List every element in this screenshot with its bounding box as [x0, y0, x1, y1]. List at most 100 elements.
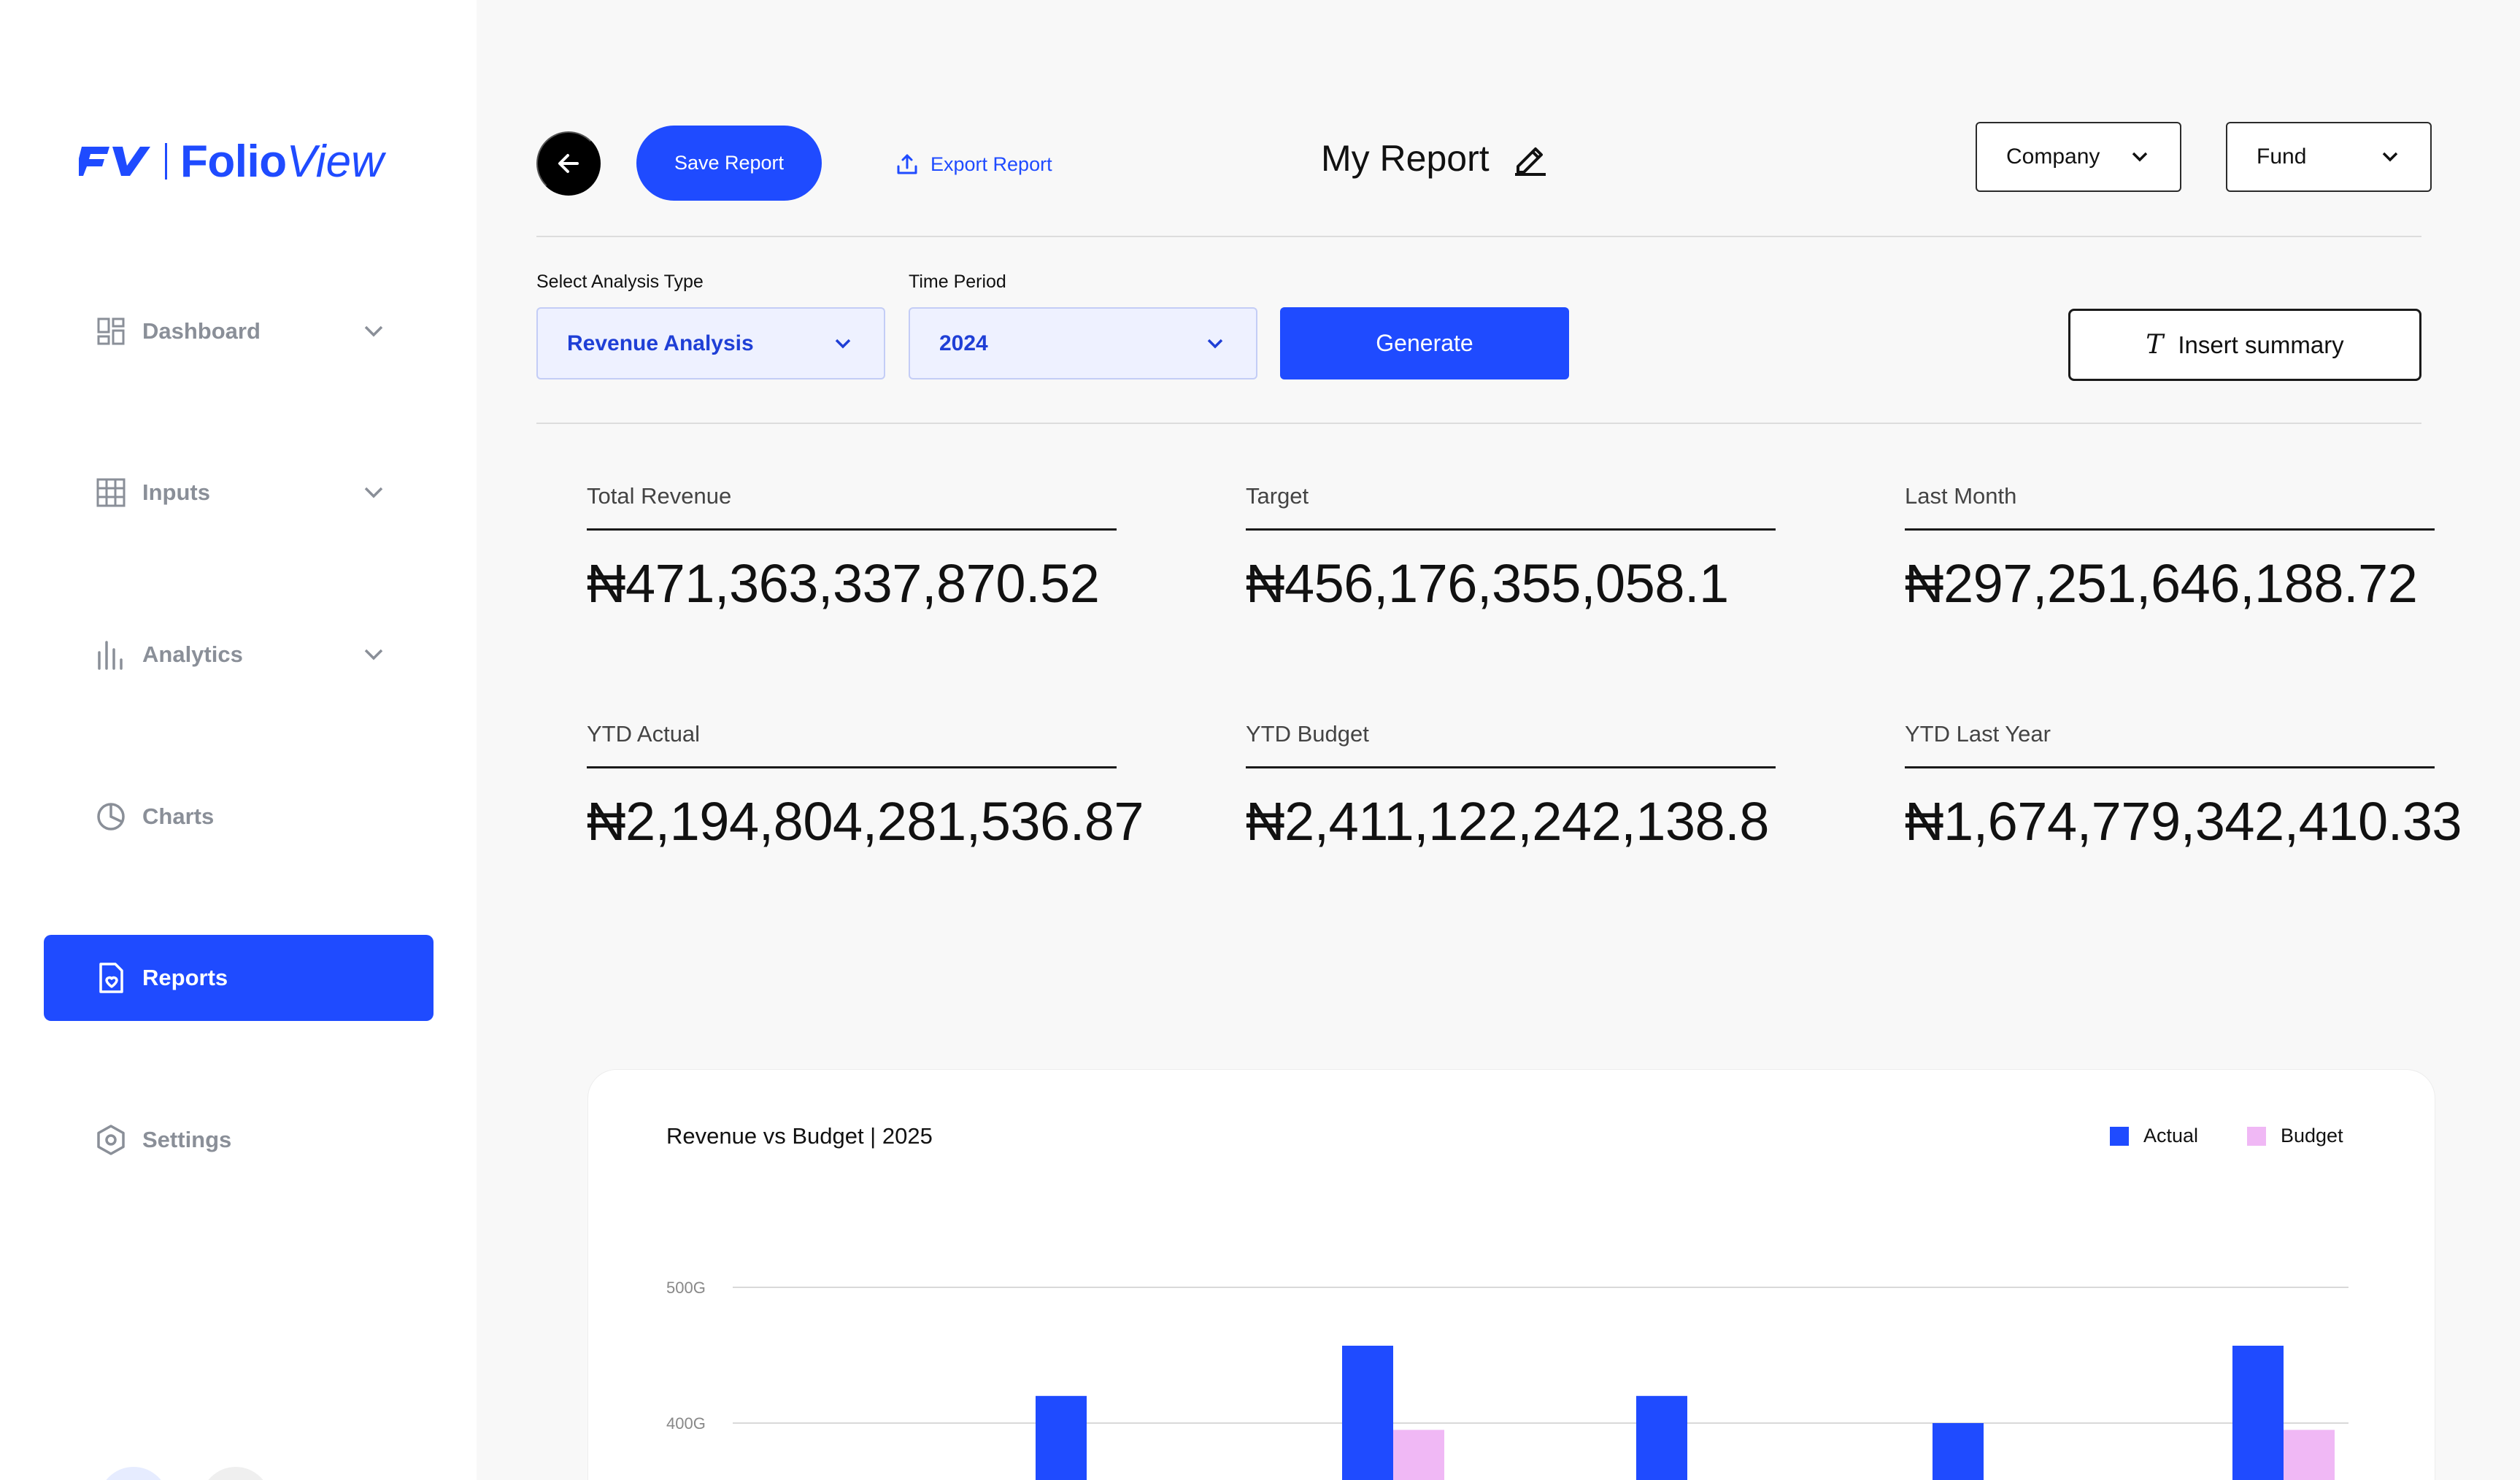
- kpi-label: YTD Budget: [1246, 721, 1369, 747]
- sidebar-item-label: Reports: [142, 965, 228, 990]
- sidebar-item-settings[interactable]: Settings: [44, 1097, 434, 1183]
- kpi-label: Target: [1246, 483, 1309, 509]
- legend-swatch: [2247, 1126, 2266, 1146]
- time-period-value: 2024: [939, 331, 988, 355]
- edit-icon[interactable]: [1510, 138, 1551, 179]
- kpi-last-month: Last Month ₦297,251,646,188.72: [1905, 483, 2435, 614]
- sidebar-item-inputs[interactable]: Inputs: [44, 450, 434, 536]
- kpi-label: YTD Actual: [587, 721, 701, 747]
- bar-actual[interactable]: [1342, 1345, 1393, 1480]
- revenue-vs-budget-chart: Revenue vs Budget | 2025 Actual Budget 5…: [587, 1069, 2435, 1480]
- sidebar-item-dashboard[interactable]: Dashboard: [44, 288, 434, 374]
- legend-label: Actual: [2143, 1125, 2199, 1146]
- grid-icon: [95, 477, 127, 509]
- logo-text-bold: Folio: [180, 136, 287, 187]
- bar-actual[interactable]: [1036, 1395, 1087, 1480]
- bar-budget[interactable]: [1393, 1430, 1444, 1480]
- text-icon: T: [2146, 330, 2164, 360]
- sidebar-item-analytics[interactable]: Analytics: [44, 612, 434, 698]
- chevron-down-icon[interactable]: [358, 639, 390, 671]
- kpi-ytd-last-year: YTD Last Year ₦1,674,779,342,410.33: [1905, 721, 2462, 852]
- bar-actual[interactable]: [1636, 1395, 1687, 1480]
- bar-budget[interactable]: [2284, 1430, 2335, 1480]
- y-tick-label: 500G: [666, 1279, 706, 1297]
- kpi-underline: [587, 766, 1117, 768]
- legend-item-actual[interactable]: Actual: [2110, 1125, 2198, 1147]
- dashboard-icon: [95, 315, 127, 347]
- page-title: My Report: [1321, 138, 1490, 179]
- logo-mark-icon: [79, 144, 152, 179]
- kpi-value: ₦2,194,804,281,536.87: [587, 791, 1144, 852]
- kpi-ytd-budget: YTD Budget ₦2,411,122,242,138.8: [1246, 721, 1776, 852]
- chart-plot: 500G 400G: [666, 1279, 2348, 1480]
- chevron-down-icon: [1203, 332, 1227, 355]
- sidebar-item-charts[interactable]: Charts: [44, 774, 434, 860]
- logo-text-italic: View: [286, 136, 384, 187]
- bar-actual[interactable]: [2232, 1345, 2284, 1480]
- chevron-down-icon[interactable]: [358, 315, 390, 347]
- chart-title: Revenue vs Budget | 2025: [666, 1123, 933, 1149]
- bar-chart-icon: [95, 639, 127, 671]
- company-select[interactable]: Company: [1976, 122, 2181, 192]
- time-period-label: Time Period: [909, 271, 1006, 292]
- kpi-total-revenue: Total Revenue ₦471,363,337,870.52: [587, 483, 1117, 614]
- y-tick-label: 400G: [666, 1414, 706, 1433]
- settings-icon: [95, 1124, 127, 1156]
- fund-select[interactable]: Fund: [2226, 122, 2432, 192]
- insert-summary-button[interactable]: T Insert summary: [2068, 309, 2421, 381]
- kpi-value: ₦2,411,122,242,138.8: [1246, 791, 1769, 852]
- report-icon: [95, 962, 127, 994]
- kpi-underline: [1905, 528, 2435, 531]
- kpi-underline: [587, 528, 1117, 531]
- chevron-down-icon[interactable]: [358, 477, 390, 509]
- chevron-down-icon: [831, 332, 855, 355]
- kpi-underline: [1246, 766, 1776, 768]
- analysis-type-select[interactable]: Revenue Analysis: [536, 307, 885, 379]
- controls-divider: [536, 423, 2421, 424]
- kpi-underline: [1905, 766, 2435, 768]
- save-report-button[interactable]: Save Report: [636, 126, 822, 201]
- kpi-label: Last Month: [1905, 483, 2017, 509]
- avatar[interactable]: [99, 1467, 169, 1480]
- kpi-ytd-actual: YTD Actual ₦2,194,804,281,536.87: [587, 721, 1144, 852]
- kpi-underline: [1246, 528, 1776, 531]
- report-title: My Report: [1321, 137, 1551, 180]
- kpi-value: ₦471,363,337,870.52: [587, 553, 1100, 614]
- analysis-type-label: Select Analysis Type: [536, 271, 704, 292]
- company-select-label: Company: [2006, 144, 2100, 169]
- arrow-left-icon: [558, 154, 579, 173]
- upload-icon: [894, 151, 920, 177]
- kpi-target: Target ₦456,176,355,058.1: [1246, 483, 1776, 614]
- sidebar-item-label: Inputs: [142, 479, 210, 505]
- export-report-label: Export Report: [930, 153, 1052, 175]
- legend-item-budget[interactable]: Budget: [2247, 1125, 2343, 1147]
- fund-select-label: Fund: [2257, 144, 2307, 169]
- kpi-value: ₦1,674,779,342,410.33: [1905, 791, 2462, 852]
- export-report-button[interactable]: Export Report: [894, 147, 1052, 181]
- sidebar-item-reports[interactable]: Reports: [44, 935, 434, 1021]
- insert-summary-label: Insert summary: [2178, 331, 2344, 358]
- kpi-value: ₦456,176,355,058.1: [1246, 553, 1729, 614]
- time-period-select[interactable]: 2024: [909, 307, 1257, 379]
- chevron-down-icon: [2379, 146, 2401, 168]
- avatar[interactable]: [201, 1467, 271, 1480]
- legend-swatch: [2110, 1126, 2129, 1146]
- legend-label: Budget: [2281, 1125, 2343, 1146]
- sidebar-item-label: Charts: [142, 803, 215, 829]
- logo-separator: [165, 143, 167, 180]
- header-divider: [536, 236, 2421, 237]
- back-button[interactable]: [536, 131, 601, 196]
- sidebar-item-label: Analytics: [142, 641, 243, 667]
- chevron-down-icon: [2129, 146, 2151, 168]
- analysis-type-value: Revenue Analysis: [567, 331, 754, 355]
- sidebar-item-label: Dashboard: [142, 318, 261, 344]
- bar-actual[interactable]: [1933, 1423, 1984, 1480]
- pie-chart-icon: [95, 801, 127, 833]
- generate-button[interactable]: Generate: [1280, 307, 1569, 379]
- kpi-label: Total Revenue: [587, 483, 732, 509]
- kpi-label: YTD Last Year: [1905, 721, 2051, 747]
- sidebar: Folio View Dashboard Inputs: [0, 0, 477, 1480]
- logo[interactable]: Folio View: [79, 136, 384, 187]
- sidebar-item-label: Settings: [142, 1127, 232, 1152]
- kpi-value: ₦297,251,646,188.72: [1905, 553, 2418, 614]
